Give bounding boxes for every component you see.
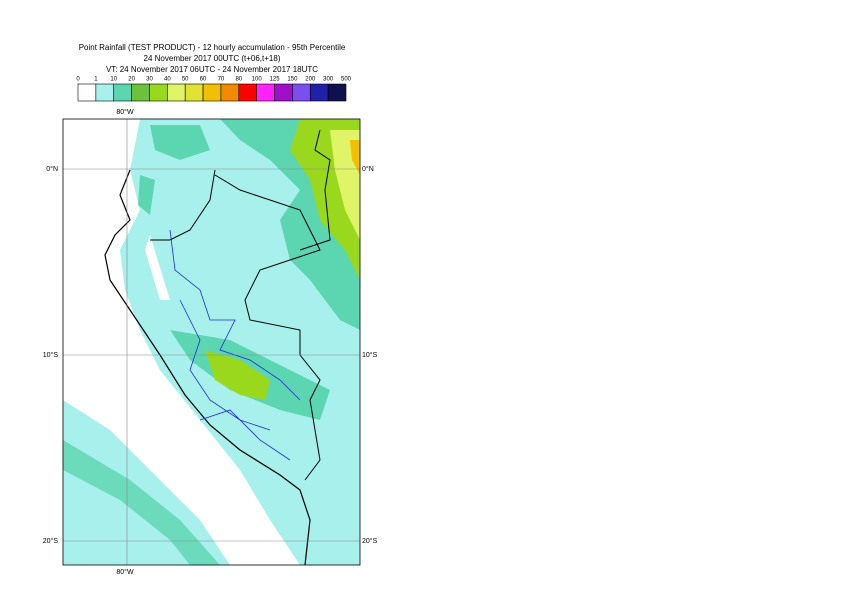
legend-label: 20 bbox=[128, 77, 135, 83]
legend-label: 1 bbox=[94, 77, 98, 83]
legend-label: 100 bbox=[252, 77, 263, 83]
legend-label: 200 bbox=[305, 77, 316, 83]
lat-label: 0°N bbox=[46, 165, 58, 173]
legend-swatch bbox=[131, 83, 150, 102]
legend-swatch bbox=[256, 83, 275, 102]
legend-swatch bbox=[113, 83, 132, 102]
lat-label: 10°S bbox=[362, 351, 378, 359]
legend-label: 30 bbox=[146, 77, 153, 83]
legend-swatch bbox=[167, 83, 186, 102]
legend-swatch bbox=[309, 83, 329, 102]
legend-swatch bbox=[238, 83, 257, 102]
legend-label: 60 bbox=[200, 77, 207, 83]
legend: 0 1 10 20 30 40 50 60 70 80 100 125 150 200 300 500 bbox=[76, 77, 352, 102]
lat-label: 20°S bbox=[43, 537, 59, 545]
legend-swatch bbox=[327, 83, 347, 102]
lat-label: 10°S bbox=[43, 351, 59, 359]
legend-label: 40 bbox=[164, 77, 171, 83]
subtitle: 24 November 2017 00UTC (t+06,t+18) bbox=[144, 54, 281, 63]
legend-label: 10 bbox=[110, 77, 117, 83]
title: Point Rainfall (TEST PRODUCT) - 12 hourl… bbox=[79, 43, 346, 52]
legend-label: 150 bbox=[287, 77, 298, 83]
legend-label: 300 bbox=[323, 77, 334, 83]
map-field bbox=[63, 119, 360, 565]
lat-label: 20°S bbox=[362, 537, 378, 545]
graticule bbox=[63, 119, 360, 565]
legend-label: 50 bbox=[182, 77, 189, 83]
valid-time: VT: 24 November 2017 06UTC - 24 November… bbox=[106, 65, 318, 74]
legend-swatch bbox=[95, 83, 115, 102]
lon-label: 80°W bbox=[116, 568, 134, 576]
legend-swatch bbox=[184, 83, 204, 102]
legend-label: 125 bbox=[270, 77, 281, 83]
legend-label: 0 bbox=[76, 77, 80, 83]
legend-swatch bbox=[292, 83, 311, 102]
legend-swatch bbox=[202, 83, 222, 102]
legend-swatch bbox=[149, 83, 168, 102]
map-frame bbox=[62, 118, 361, 566]
legend-label: 80 bbox=[235, 77, 242, 83]
lon-label: 80°W bbox=[116, 108, 134, 116]
legend-label: 70 bbox=[218, 77, 225, 83]
legend-swatch bbox=[77, 83, 97, 102]
lat-label: 0°N bbox=[362, 165, 374, 173]
legend-swatch bbox=[220, 83, 240, 102]
legend-label: 500 bbox=[341, 77, 352, 83]
legend-swatch bbox=[274, 83, 293, 102]
